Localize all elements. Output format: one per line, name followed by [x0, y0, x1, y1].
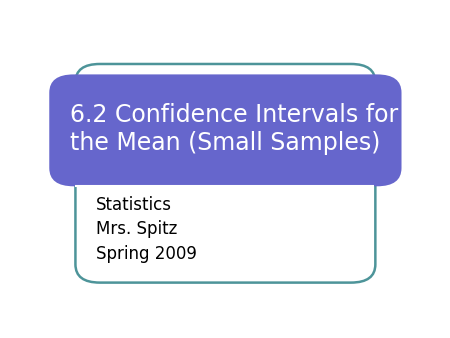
Text: 6.2 Confidence Intervals for
the Mean (Small Samples): 6.2 Confidence Intervals for the Mean (S… — [70, 103, 398, 155]
FancyBboxPatch shape — [76, 64, 375, 283]
Text: Mrs. Spitz: Mrs. Spitz — [96, 220, 178, 238]
FancyBboxPatch shape — [50, 74, 401, 186]
Text: Statistics: Statistics — [96, 195, 172, 214]
Text: Spring 2009: Spring 2009 — [96, 245, 197, 263]
